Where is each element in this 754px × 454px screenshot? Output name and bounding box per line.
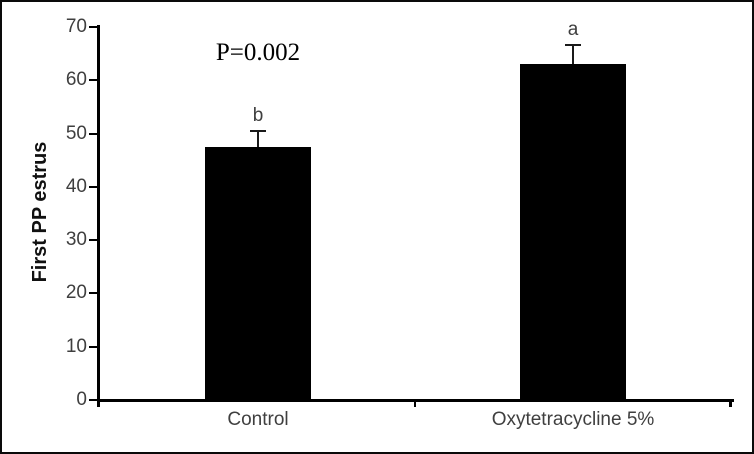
significance-letter: a: [567, 18, 579, 40]
y-tick: [89, 79, 97, 82]
y-tick-label: 70: [65, 16, 87, 37]
y-tick: [89, 292, 97, 295]
y-tick-label: 50: [65, 122, 87, 144]
bar-control: [205, 146, 311, 400]
x-tick: [97, 401, 100, 407]
y-tick: [89, 399, 97, 401]
error-bar-line: [257, 130, 259, 147]
y-tick: [89, 132, 97, 135]
x-category-label: Oxytetracycline 5%: [491, 409, 655, 430]
error-bar-line: [572, 44, 574, 65]
bar-treatment: [520, 64, 626, 400]
error-bar-cap: [250, 129, 266, 132]
y-tick-label: 10: [65, 335, 87, 357]
y-tick: [89, 239, 97, 242]
y-tick-label: 40: [65, 175, 87, 197]
x-category-label: Control: [227, 409, 289, 430]
y-tick: [89, 345, 97, 348]
significance-letter: b: [252, 104, 264, 126]
x-tick: [413, 401, 416, 407]
y-tick: [89, 26, 97, 28]
error-bar-cap: [565, 43, 581, 46]
y-axis-line: [97, 25, 100, 402]
y-tick: [89, 185, 97, 188]
y-tick-label: 20: [65, 282, 87, 304]
y-tick-label: 30: [65, 229, 87, 251]
p-value-annotation: P=0.002: [215, 39, 301, 66]
x-tick: [729, 401, 732, 407]
x-axis-line: [97, 398, 734, 402]
y-tick-label: 0: [76, 389, 87, 410]
y-tick-label: 60: [65, 69, 87, 91]
